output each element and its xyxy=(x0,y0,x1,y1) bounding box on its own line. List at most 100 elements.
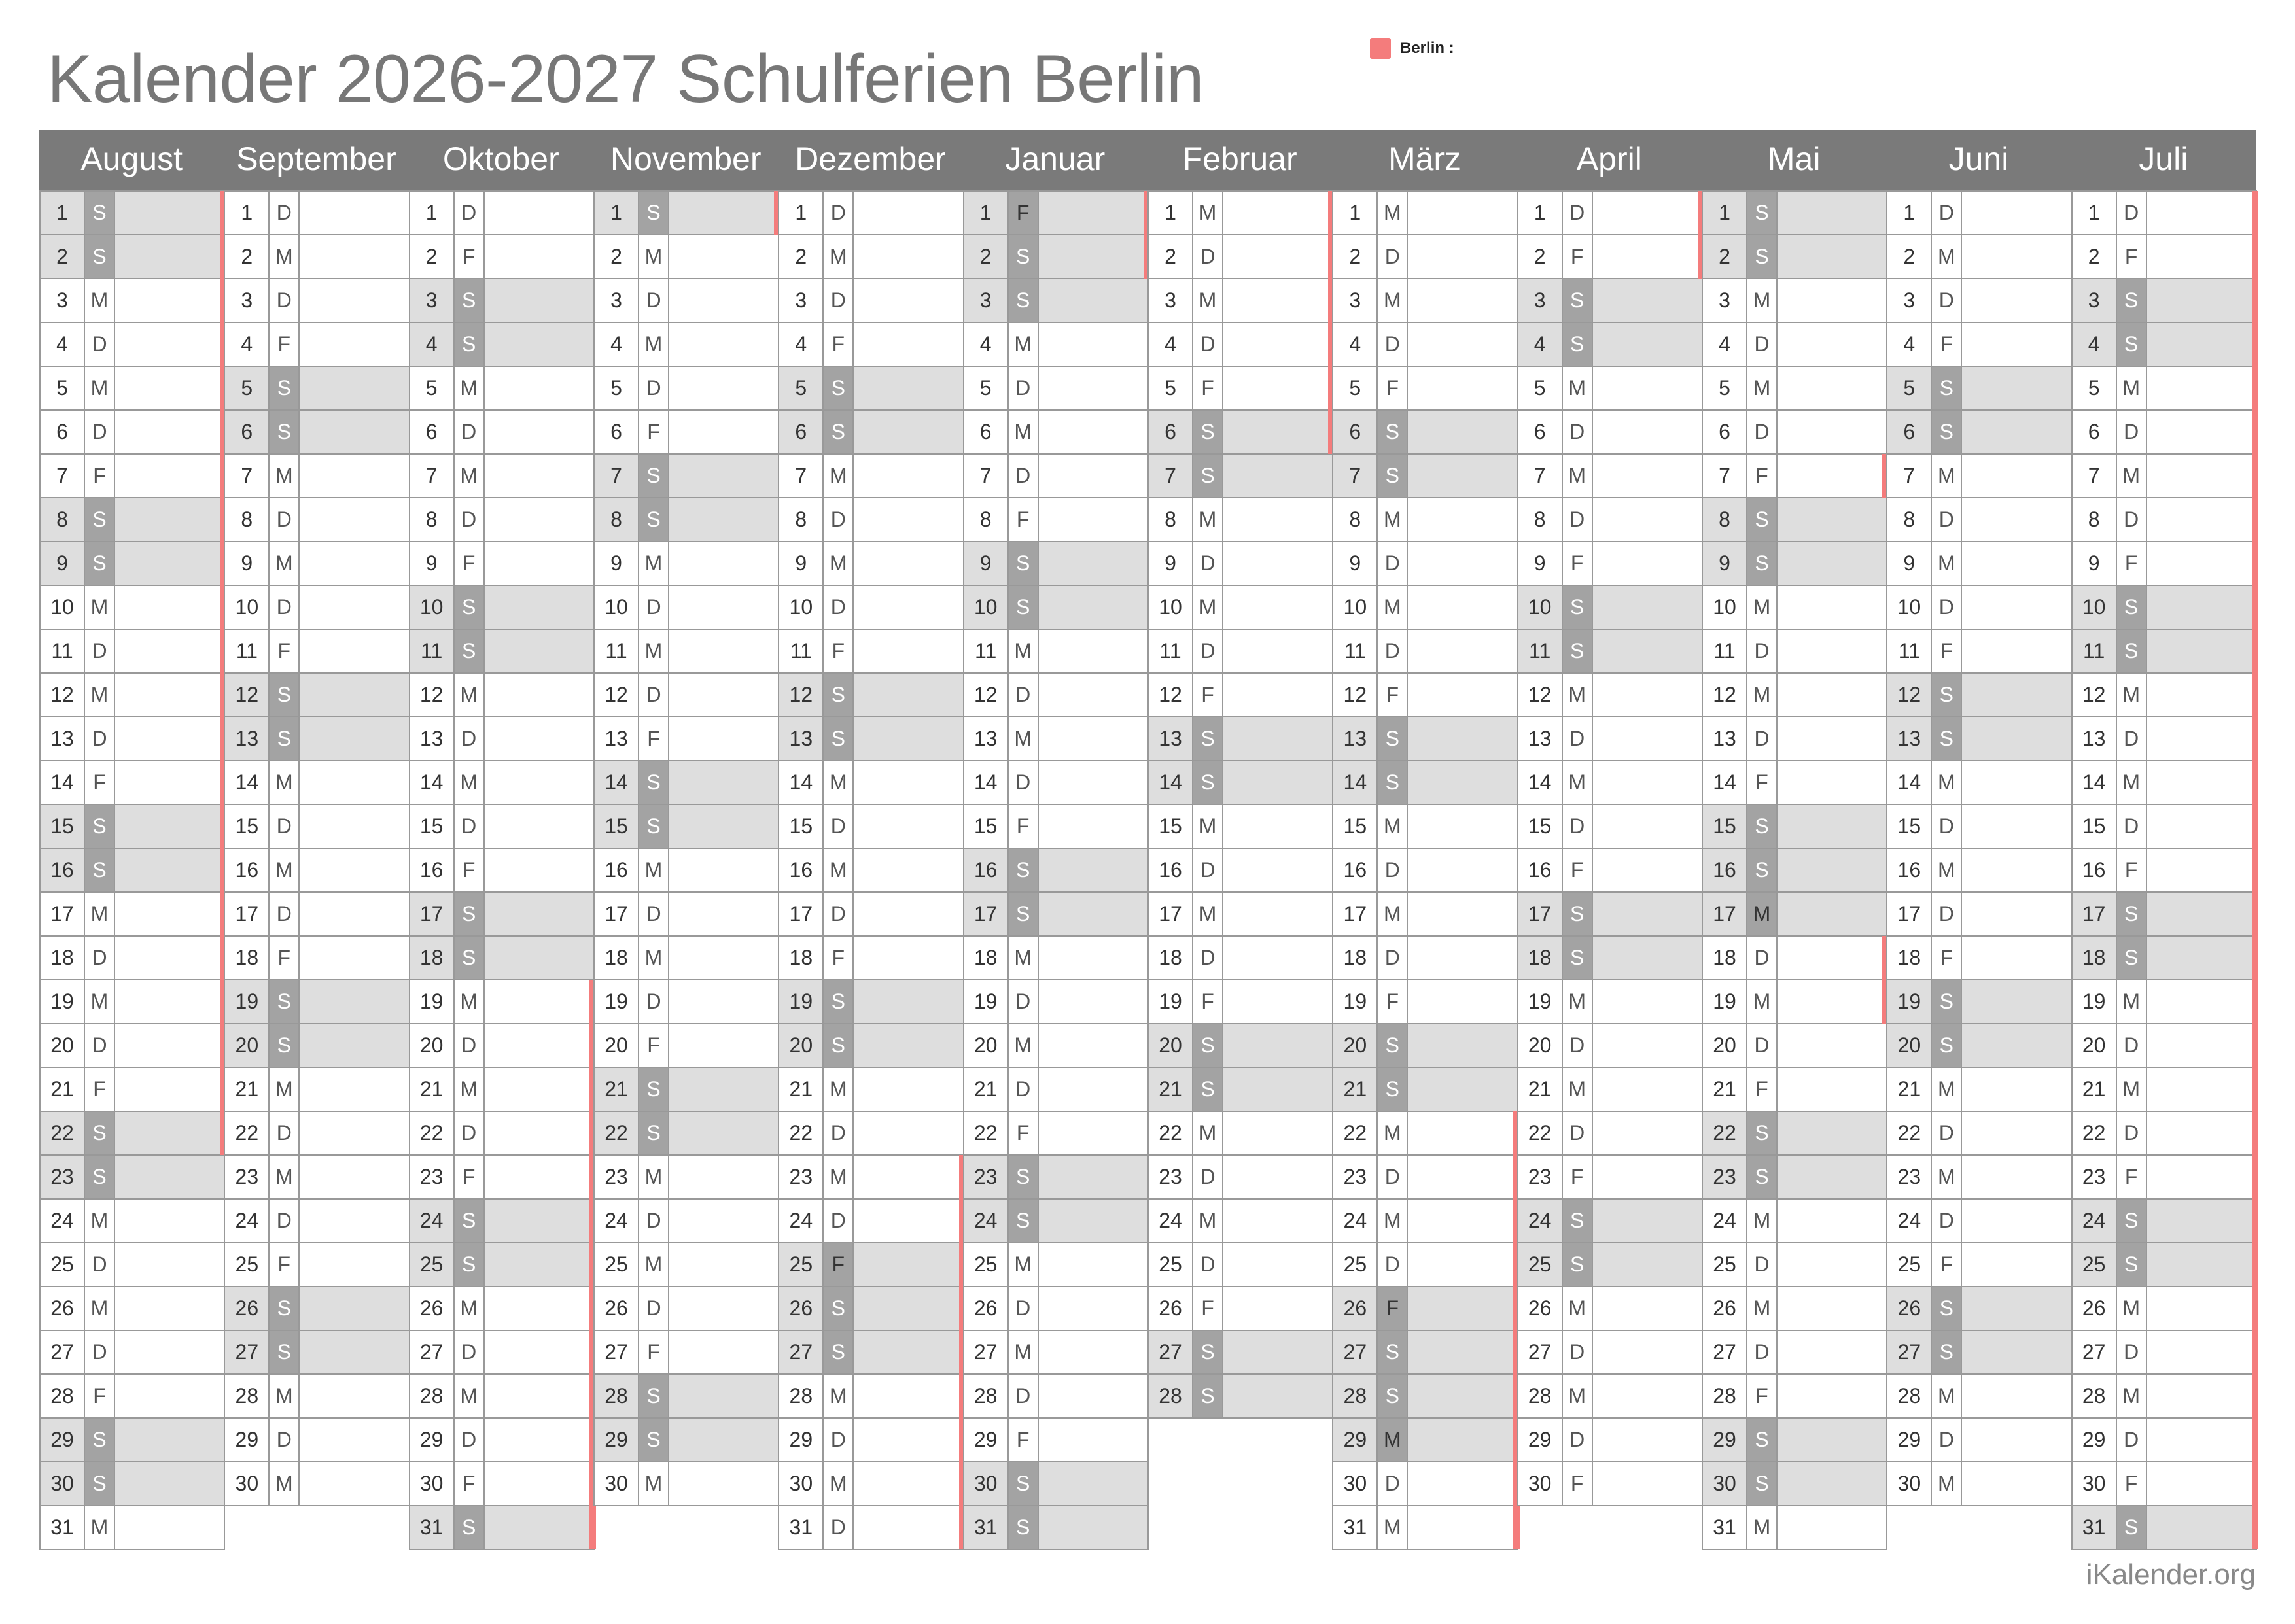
weekday-abbr: S xyxy=(1378,1024,1409,1067)
day-row: 21 M xyxy=(224,1067,410,1112)
day-number: 7 xyxy=(1149,455,1193,497)
day-number: 23 xyxy=(1333,1156,1378,1198)
day-number: 27 xyxy=(779,1331,824,1373)
day-number: 5 xyxy=(225,367,270,409)
day-row: 11 F xyxy=(1886,629,2073,674)
day-number: 15 xyxy=(1149,805,1193,848)
weekday-abbr: M xyxy=(1932,1068,1963,1111)
month-header: Juli xyxy=(2139,141,2188,177)
day-number: 26 xyxy=(1703,1287,1747,1330)
day-row: 24 M xyxy=(1702,1198,1888,1243)
day-number: 16 xyxy=(1887,849,1933,891)
day-row: 14 M xyxy=(1516,760,1703,805)
day-number: 16 xyxy=(1518,849,1563,891)
day-row: 16 M xyxy=(224,848,410,893)
day-number: 1 xyxy=(964,192,1009,234)
day-row: 25 S xyxy=(2071,1242,2257,1287)
weekday-abbr: S xyxy=(1747,1419,1778,1461)
day-number: 8 xyxy=(964,498,1009,541)
day-number: 22 xyxy=(1703,1112,1747,1154)
weekday-abbr: S xyxy=(2116,1243,2147,1286)
day-number: 23 xyxy=(225,1156,270,1198)
weekday-abbr: D xyxy=(455,411,485,453)
weekday-abbr: S xyxy=(2116,630,2147,672)
weekday-abbr: D xyxy=(270,279,300,322)
weekday-abbr: M xyxy=(270,455,300,497)
weekday-abbr: M xyxy=(455,367,485,409)
day-number: 1 xyxy=(1887,192,1933,234)
weekday-abbr: D xyxy=(1193,542,1223,585)
day-number: 2 xyxy=(1518,235,1563,278)
day-number: 11 xyxy=(595,630,639,672)
weekday-abbr: S xyxy=(1932,674,1963,716)
day-number: 25 xyxy=(41,1243,85,1286)
day-row: 16 S xyxy=(39,848,226,893)
day-row: 20 D xyxy=(408,1023,595,1068)
day-number: 15 xyxy=(1887,805,1933,848)
day-row: 26 M xyxy=(1516,1286,1703,1331)
day-number: 22 xyxy=(2073,1112,2117,1154)
day-number: 20 xyxy=(595,1024,639,1067)
day-row: 29 D xyxy=(1516,1417,1703,1462)
weekday-abbr: S xyxy=(639,1419,669,1461)
day-number: 21 xyxy=(595,1068,639,1111)
weekday-abbr: D xyxy=(2117,1024,2147,1067)
holiday-marker xyxy=(1513,1111,1520,1549)
day-row: 17 D xyxy=(593,891,780,937)
weekday-abbr: S xyxy=(270,717,300,760)
weekday-abbr: S xyxy=(1008,1200,1039,1242)
day-number: 6 xyxy=(1149,411,1193,453)
day-row: 27 D xyxy=(39,1330,226,1375)
day-number: 27 xyxy=(41,1331,85,1373)
day-number: 14 xyxy=(1887,761,1933,804)
weekday-abbr: D xyxy=(1378,1243,1409,1286)
day-number: 10 xyxy=(1703,586,1747,629)
weekday-abbr: S xyxy=(454,937,485,979)
day-number: 13 xyxy=(225,717,270,760)
weekday-abbr: S xyxy=(824,717,854,760)
day-row: 17 M xyxy=(1148,891,1334,937)
day-row: 12 M xyxy=(1516,672,1703,717)
day-number: 22 xyxy=(410,1112,455,1154)
weekday-abbr: M xyxy=(455,1068,485,1111)
weekday-abbr: D xyxy=(2117,1112,2147,1154)
day-row: 31 M xyxy=(1332,1505,1518,1550)
weekday-abbr: S xyxy=(1008,1506,1039,1549)
month-header: Februar xyxy=(1182,141,1297,177)
weekday-abbr: M xyxy=(1009,717,1039,760)
day-number: 4 xyxy=(595,323,639,366)
weekday-abbr: S xyxy=(85,1156,115,1198)
day-number: 1 xyxy=(225,192,270,234)
day-number: 29 xyxy=(595,1419,639,1461)
weekday-abbr: S xyxy=(1008,586,1039,629)
weekday-abbr: M xyxy=(1378,586,1409,629)
day-row: 18 D xyxy=(39,935,226,980)
day-row: 19 S xyxy=(224,979,410,1024)
weekday-abbr: F xyxy=(639,1024,669,1067)
day-number: 8 xyxy=(1887,498,1933,541)
day-number: 7 xyxy=(225,455,270,497)
day-row: 11 F xyxy=(224,629,410,674)
weekday-abbr: D xyxy=(824,1419,854,1461)
weekday-abbr: M xyxy=(1009,323,1039,366)
day-row: 25 S xyxy=(408,1242,595,1287)
day-number: 10 xyxy=(41,586,85,629)
day-number: 13 xyxy=(595,717,639,760)
day-number: 26 xyxy=(1518,1287,1563,1330)
day-number: 8 xyxy=(41,498,85,541)
day-row: 14 F xyxy=(39,760,226,805)
weekday-abbr: S xyxy=(1747,498,1778,541)
weekday-abbr: S xyxy=(1562,323,1593,366)
day-number: 9 xyxy=(1149,542,1193,585)
day-row: 24 S xyxy=(408,1198,595,1243)
weekday-abbr: D xyxy=(1193,849,1223,891)
